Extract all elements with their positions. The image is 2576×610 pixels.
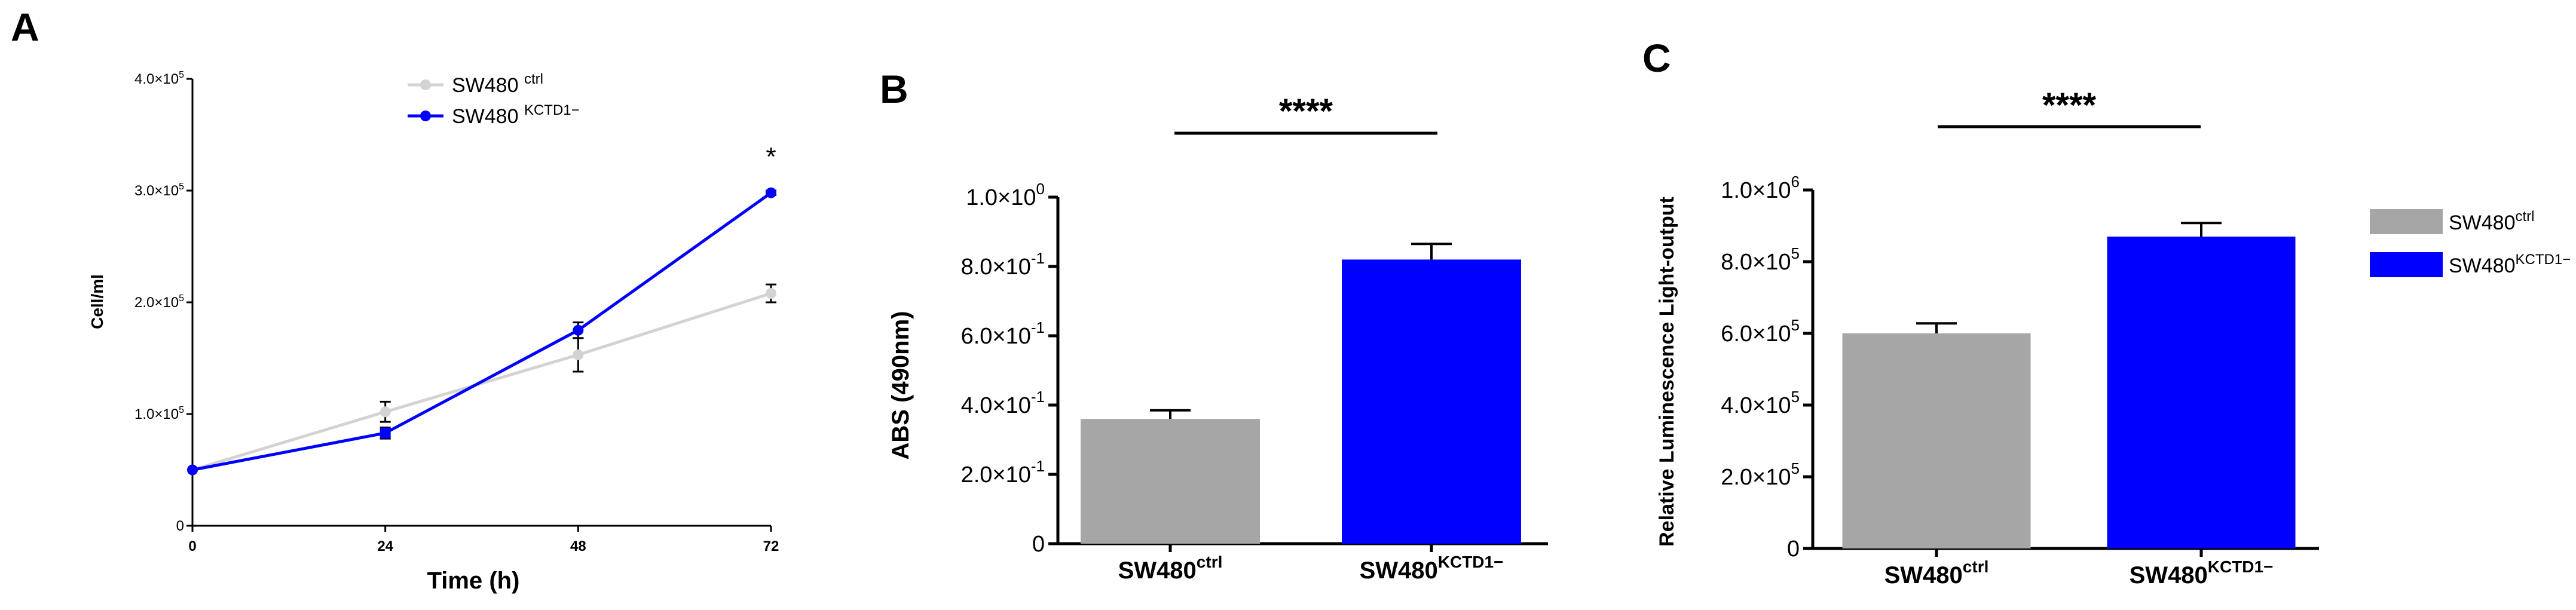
panel-a-data-point bbox=[573, 324, 584, 336]
panel-letter-a: A bbox=[11, 5, 39, 49]
panel-b-y-tick-label: 6.0×10-1 bbox=[961, 318, 1045, 349]
panel-c-legend-label: SW480ctrl bbox=[2449, 209, 2535, 234]
panel-a-significance-star: * bbox=[766, 142, 776, 171]
panel-b-bar-ctrl bbox=[1081, 419, 1260, 544]
panel-a-y-axis-label: Cell/ml bbox=[88, 274, 106, 329]
panel-c-legend-swatch-kctd1 bbox=[2370, 252, 2443, 277]
panel-a-data-point bbox=[380, 406, 391, 418]
panel-c-y-tick-label: 2.0×105 bbox=[1721, 459, 1800, 490]
panel-a-y-ticks: 0 1.0×105 2.0×105 3.0×105 4.0×105 bbox=[134, 70, 184, 534]
panel-b-y-axis-label: ABS (490nm) bbox=[888, 311, 914, 460]
panel-a-y-tick-label: 0 bbox=[176, 518, 184, 534]
panel-a-x-axis-label: Time (h) bbox=[427, 568, 520, 594]
panel-a-x-ticks: 0 24 48 72 bbox=[188, 538, 779, 554]
panel-a-legend-label: SW480 KCTD1− bbox=[452, 102, 580, 128]
panel-c-legend-swatch-ctrl bbox=[2370, 209, 2443, 234]
panel-a-data-point bbox=[573, 349, 584, 360]
panel-a-y-tick-label: 4.0×105 bbox=[134, 70, 184, 87]
panel-c-y-tick-label: 8.0×105 bbox=[1721, 244, 1800, 275]
panel-b-category-label: SW480KCTD1− bbox=[1360, 553, 1504, 584]
panel-b-y-ticks: 0 2.0×10-1 4.0×10-1 6.0×10-1 8.0×10-1 1.0×100 bbox=[961, 180, 1045, 557]
panel-c-bar-ctrl bbox=[1842, 333, 2031, 548]
panel-a-y-tick-label: 3.0×105 bbox=[134, 182, 184, 199]
panel-b-y-tick-label: 4.0×10-1 bbox=[961, 388, 1045, 418]
panel-b-bars bbox=[1081, 243, 1521, 544]
panel-a-x-tick-label: 24 bbox=[377, 538, 393, 554]
panel-a-series bbox=[187, 187, 776, 476]
panel-a-legend-swatch-marker bbox=[420, 79, 431, 90]
panel-c-category-label: SW480ctrl bbox=[1884, 557, 1989, 588]
panel-b-significance-label: **** bbox=[1279, 92, 1333, 131]
panel-a-data-point bbox=[187, 464, 198, 476]
panel-b-y-tick-label: 1.0×100 bbox=[966, 180, 1045, 210]
panel-a-series-line-kctd1 bbox=[192, 191, 772, 471]
panel-a-line-chart: 0 1.0×105 2.0×105 3.0×105 4.0×105 0 24 48 72 Ce… bbox=[88, 70, 779, 594]
panel-b-categories: SW480ctrl SW480KCTD1− bbox=[1118, 553, 1504, 584]
panel-c-legend-label: SW480KCTD1− bbox=[2449, 252, 2571, 277]
panel-c-y-tick-label: 6.0×105 bbox=[1721, 316, 1800, 347]
panel-b-bar-chart: 0 2.0×10-1 4.0×10-1 6.0×10-1 8.0×10-1 1.0×100… bbox=[888, 92, 1548, 584]
panel-b-y-tick-label: 8.0×10-1 bbox=[961, 249, 1045, 280]
panel-c-bar-chart: 0 2.0×105 4.0×105 6.0×105 8.0×105 1.0×106 SW4… bbox=[1656, 86, 2571, 588]
panel-a-legend-label: SW480 ctrl bbox=[452, 71, 543, 97]
panel-a-axes bbox=[186, 78, 772, 532]
panel-a-legend-swatch-marker bbox=[420, 111, 431, 121]
panel-a-legend: SW480 ctrl SW480 KCTD1− bbox=[408, 71, 580, 128]
panel-c-y-tick-label: 0 bbox=[1787, 537, 1800, 562]
panel-a-x-tick-label: 72 bbox=[763, 538, 779, 554]
panel-b-category-label: SW480ctrl bbox=[1118, 553, 1223, 584]
panel-c-category-label: SW480KCTD1− bbox=[2130, 557, 2274, 588]
panel-c-y-axis-label: Relative Luminescence Light-output bbox=[1656, 197, 1678, 547]
panel-a-y-tick-label: 2.0×105 bbox=[134, 293, 184, 311]
panel-c-y-ticks: 0 2.0×105 4.0×105 6.0×105 8.0×105 1.0×106 bbox=[1721, 173, 1800, 562]
panel-letter-b: B bbox=[880, 67, 908, 111]
panel-b-y-tick-label: 2.0×10-1 bbox=[961, 457, 1045, 488]
panel-a-x-tick-label: 0 bbox=[188, 538, 196, 554]
panel-c-legend: SW480ctrl SW480KCTD1− bbox=[2370, 209, 2571, 277]
panel-a-data-point bbox=[766, 288, 776, 299]
panel-b-y-tick-label: 0 bbox=[1032, 532, 1045, 557]
panel-c-significance-label: **** bbox=[2042, 86, 2097, 125]
panel-c-y-tick-label: 1.0×106 bbox=[1721, 173, 1800, 203]
panel-c-y-tick-label: 4.0×105 bbox=[1721, 388, 1800, 418]
panel-c-bar-kctd1 bbox=[2107, 237, 2296, 548]
panel-b-bar-kctd1 bbox=[1342, 259, 1521, 544]
panel-a-x-tick-label: 48 bbox=[570, 538, 586, 554]
panel-a-data-point bbox=[380, 427, 391, 439]
panel-letter-c: C bbox=[1642, 36, 1671, 80]
panel-c-categories: SW480ctrl SW480KCTD1− bbox=[1884, 557, 2274, 588]
panel-a-data-point bbox=[766, 187, 776, 198]
panel-c-bars bbox=[1842, 222, 2296, 548]
panel-a-y-tick-label: 1.0×105 bbox=[134, 405, 184, 422]
